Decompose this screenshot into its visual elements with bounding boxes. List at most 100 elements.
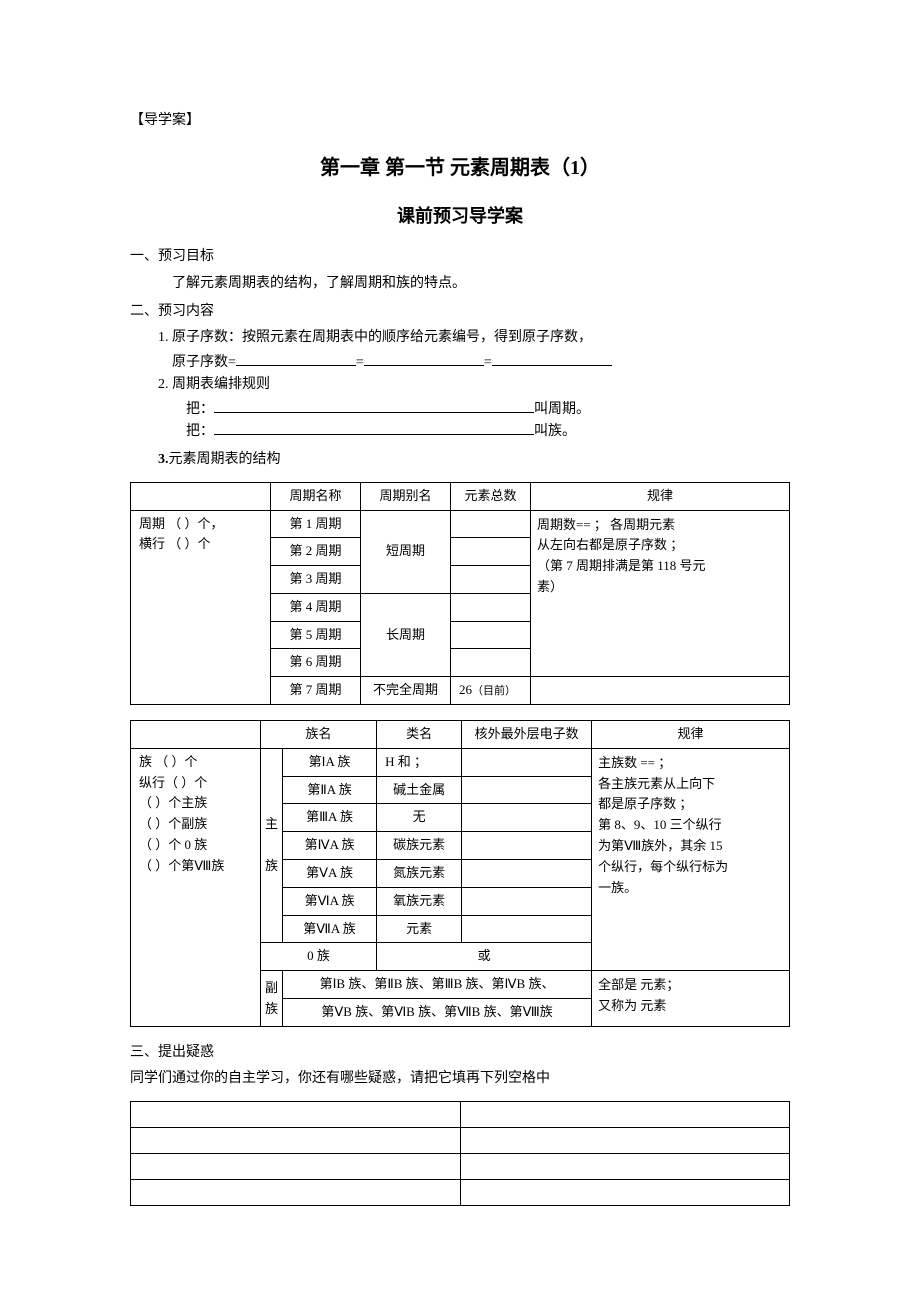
item2: 2. 周期表编排规则 (130, 374, 790, 396)
label-line1: 周期 （ ）个， (139, 516, 224, 531)
title-main: 第一章 第一节 元素周期表（1） (130, 152, 790, 184)
header-period-alias: 周期别名 (361, 482, 451, 510)
rl-4: 为第Ⅷ族外，其余 15 (598, 838, 722, 853)
period-4: 第 4 周期 (271, 593, 361, 621)
section3-intro: 同学们通过你的自主学习，你还有哪些疑惑，请把它填再下列空格中 (130, 1068, 790, 1090)
table-row (131, 1179, 790, 1205)
header-class-name: 类名 (377, 721, 462, 749)
main-group-label: 主族 (261, 748, 283, 943)
alias-long: 长周期 (361, 593, 451, 676)
item3-label: 3. (158, 452, 169, 467)
item2-line2-suffix: 叫族。 (534, 424, 576, 439)
g7a: 第ⅦA 族 (283, 915, 377, 943)
item2-line1: 把：叫周期。 (130, 399, 790, 421)
rules-l4: 素） (537, 579, 563, 594)
header-empty2 (131, 721, 261, 749)
c6: 氧族元素 (377, 887, 462, 915)
header-group-name: 族名 (261, 721, 377, 749)
table-row: 族 （ ）个 纵行（ ）个 （ ）个主族 （ ）个副族 （ ）个 0 族 （ ）… (131, 748, 790, 776)
rules-main: 周期数== ； 各周期元素 从左向右都是原子序数 ； （第 7 周期排满是第 1… (531, 510, 790, 677)
item2-label: 2. (158, 377, 169, 392)
item2-text: 周期表编排规则 (172, 377, 270, 392)
gl-1: 纵行（ ）个 (139, 775, 207, 790)
c7: 元素 (377, 915, 462, 943)
g6a: 第ⅥA 族 (283, 887, 377, 915)
c5: 氮族元素 (377, 860, 462, 888)
q-cell (460, 1101, 790, 1127)
sub-line1: 第ⅠB 族、第ⅡB 族、第ⅢB 族、第ⅣB 族、 (283, 971, 592, 999)
blank (214, 421, 534, 435)
q-cell (460, 1127, 790, 1153)
header-outer-electrons: 核外最外层电子数 (462, 721, 592, 749)
count-4 (451, 593, 531, 621)
table-periods: 周期名称 周期别名 元素总数 规律 周期 （ ）个， 横行 （ ）个 第 1 周… (130, 482, 790, 705)
gl-5: （ ）个第Ⅷ族 (139, 858, 224, 873)
q-cell (460, 1179, 790, 1205)
blank (236, 352, 356, 366)
sub-group-label: 副族 (261, 971, 283, 1027)
c4: 碳族元素 (377, 832, 462, 860)
item3-text: 元素周期表的结构 (169, 452, 281, 467)
c0: 或 (377, 943, 592, 971)
section2-heading: 二、预习内容 (130, 301, 790, 323)
item1-label: 1. (158, 330, 169, 345)
table-row: 族名 类名 核外最外层电子数 规律 (131, 721, 790, 749)
e7 (462, 915, 592, 943)
q-cell (460, 1153, 790, 1179)
period-3: 第 3 周期 (271, 566, 361, 594)
q-cell (131, 1127, 461, 1153)
count-7-val: 26 (459, 682, 472, 697)
blank (492, 352, 612, 366)
count-3 (451, 566, 531, 594)
section1-content: 了解元素周期表的结构，了解周期和族的特点。 (130, 273, 790, 295)
blank (364, 352, 484, 366)
g0: 0 族 (261, 943, 377, 971)
gl-2: （ ）个主族 (139, 795, 207, 810)
sub-rules: 全部是 元素； 又称为 元素 (592, 971, 790, 1027)
g3a: 第ⅢA 族 (283, 804, 377, 832)
period-5: 第 5 周期 (271, 621, 361, 649)
rules-l3: （第 7 周期排满是第 118 号元 (537, 558, 706, 573)
gl-4: （ ）个 0 族 (139, 837, 207, 852)
sub-line2: 第ⅤB 族、第ⅥB 族、第ⅦB 族、第Ⅷ族 (283, 999, 592, 1027)
gl-3: （ ）个副族 (139, 816, 207, 831)
item2-line2: 把：叫族。 (130, 421, 790, 443)
table-row (131, 1101, 790, 1127)
table-row: 周期名称 周期别名 元素总数 规律 (131, 482, 790, 510)
header-label: 【导学案】 (130, 110, 790, 132)
item1: 1. 原子序数：按照元素在周期表中的顺序给元素编号，得到原子序数， (130, 327, 790, 349)
q-cell (131, 1153, 461, 1179)
table-questions (130, 1101, 790, 1206)
label-line2: 横行 （ ）个 (139, 536, 211, 551)
item1-formula-prefix: 原子序数= (172, 355, 236, 370)
header-rules2: 规律 (592, 721, 790, 749)
rl-6: 一族。 (598, 880, 637, 895)
q-cell (131, 1101, 461, 1127)
period-2: 第 2 周期 (271, 538, 361, 566)
count-7: 26（目前） (451, 677, 531, 705)
q-cell (131, 1179, 461, 1205)
e4 (462, 832, 592, 860)
blank (214, 399, 534, 413)
e5 (462, 860, 592, 888)
count-7-note: （目前） (472, 685, 516, 697)
rules-l2: 从左向右都是原子序数 ； (537, 537, 683, 552)
header-element-count: 元素总数 (451, 482, 531, 510)
group-row-label: 族 （ ）个 纵行（ ）个 （ ）个主族 （ ）个副族 （ ）个 0 族 （ ）… (131, 748, 261, 1026)
e3 (462, 804, 592, 832)
eq1: = (356, 355, 364, 370)
item1-formula: 原子序数=== (130, 352, 790, 374)
g2a: 第ⅡA 族 (283, 776, 377, 804)
period-1: 第 1 周期 (271, 510, 361, 538)
title-sub: 课前预习导学案 (130, 202, 790, 231)
c1: H 和 ； (377, 748, 462, 776)
period-row-label: 周期 （ ）个， 横行 （ ）个 (131, 510, 271, 705)
sr-2: 又称为 元素 (598, 998, 666, 1013)
count-1 (451, 510, 531, 538)
item2-line1-suffix: 叫周期。 (534, 402, 590, 417)
count-5 (451, 621, 531, 649)
header-rules: 规律 (531, 482, 790, 510)
count-6 (451, 649, 531, 677)
e1 (462, 748, 592, 776)
table-row (131, 1127, 790, 1153)
